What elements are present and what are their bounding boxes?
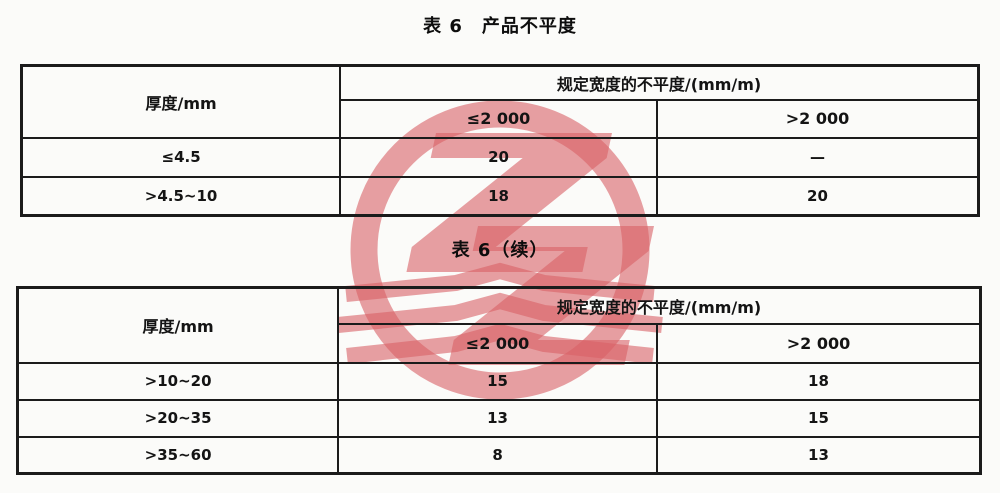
- width-gt2000-header: >2 000: [655, 322, 982, 364]
- table-row: >35~60 8 13: [16, 435, 982, 475]
- flatness-le2000-cell: 20: [339, 136, 658, 178]
- thickness-cell: >35~60: [16, 435, 340, 475]
- table-row: >20~35 13 15: [16, 398, 982, 438]
- width-le2000-header: ≤2 000: [339, 98, 658, 139]
- width-gt2000-header: >2 000: [655, 98, 980, 139]
- flatness-span-header: 规定宽度的不平度/(mm/m): [337, 286, 982, 325]
- thickness-cell: >4.5~10: [20, 175, 342, 217]
- table-row: ≤2 000 >2 000: [18, 322, 982, 364]
- table-row: >10~20 15 18: [16, 361, 982, 401]
- flatness-span-header: 规定宽度的不平度/(mm/m): [339, 64, 980, 101]
- table-product-flatness-continued: 厚度/mm 规定宽度的不平度/(mm/m) ≤2 000 >2 000 >10~…: [16, 286, 982, 475]
- flatness-le2000-cell: 15: [337, 361, 658, 401]
- flatness-gt2000-cell: 18: [655, 361, 982, 401]
- table-row: 厚度/mm 规定宽度的不平度/(mm/m): [20, 64, 980, 139]
- thickness-cell: ≤4.5: [20, 136, 342, 178]
- flatness-le2000-cell: 8: [337, 435, 658, 475]
- thickness-cell: >10~20: [16, 361, 340, 401]
- flatness-le2000-cell: 13: [337, 398, 658, 438]
- table-row: ≤4.5 20 —: [20, 136, 980, 178]
- flatness-gt2000-cell: 20: [655, 175, 980, 217]
- thickness-column-header: 厚度/mm: [20, 64, 342, 139]
- thickness-column-header: 厚度/mm: [16, 286, 340, 364]
- table-row: ≤2 000 >2 000: [22, 98, 980, 139]
- table1-title: 表 6 产品不平度: [423, 16, 577, 37]
- table-product-flatness: 厚度/mm 规定宽度的不平度/(mm/m) ≤2 000 >2 000 ≤4.5…: [20, 64, 980, 217]
- flatness-gt2000-cell: 13: [655, 435, 982, 475]
- table-row: >4.5~10 18 20: [20, 175, 980, 217]
- flatness-le2000-cell: 18: [339, 175, 658, 217]
- flatness-gt2000-cell: 15: [655, 398, 982, 438]
- width-le2000-header: ≤2 000: [337, 322, 658, 364]
- thickness-cell: >20~35: [16, 398, 340, 438]
- flatness-gt2000-cell: —: [655, 136, 980, 178]
- table-row: 厚度/mm 规定宽度的不平度/(mm/m): [16, 286, 982, 364]
- table2-title: 表 6（续）: [451, 240, 549, 261]
